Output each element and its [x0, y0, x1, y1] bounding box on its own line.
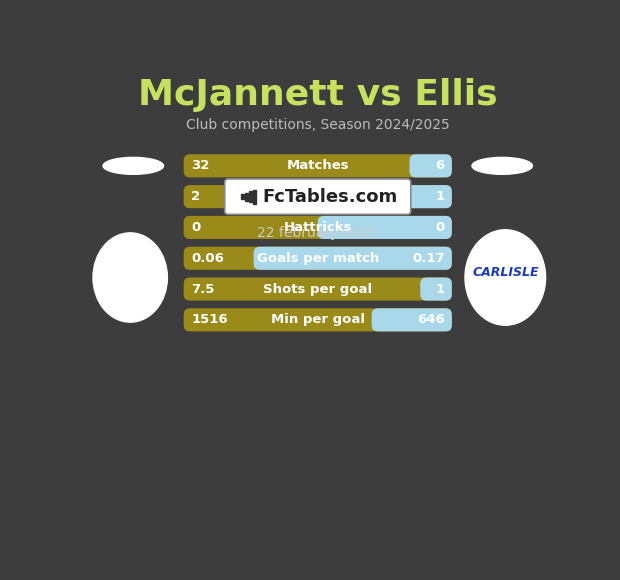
- FancyBboxPatch shape: [372, 309, 452, 331]
- FancyBboxPatch shape: [184, 154, 452, 177]
- Bar: [241, 194, 244, 199]
- Text: Goals: Goals: [297, 190, 339, 203]
- Ellipse shape: [465, 230, 546, 325]
- Text: Shots per goal: Shots per goal: [263, 282, 373, 296]
- FancyBboxPatch shape: [184, 216, 452, 239]
- FancyBboxPatch shape: [317, 216, 452, 239]
- Text: 2: 2: [192, 190, 200, 203]
- FancyBboxPatch shape: [254, 246, 452, 270]
- Text: 1: 1: [436, 190, 445, 203]
- FancyBboxPatch shape: [184, 277, 452, 300]
- Ellipse shape: [472, 157, 533, 175]
- Text: Min per goal: Min per goal: [271, 313, 365, 327]
- Ellipse shape: [103, 157, 164, 175]
- FancyBboxPatch shape: [420, 277, 452, 300]
- Text: 1: 1: [436, 282, 445, 296]
- Text: 646: 646: [417, 313, 445, 327]
- Text: FcTables.com: FcTables.com: [263, 188, 398, 206]
- Text: CARLISLE: CARLISLE: [472, 266, 539, 280]
- Bar: [245, 193, 248, 201]
- Text: Goals per match: Goals per match: [257, 252, 379, 264]
- FancyBboxPatch shape: [184, 185, 452, 208]
- Text: 32: 32: [192, 160, 210, 172]
- Ellipse shape: [93, 233, 167, 322]
- Text: 6: 6: [436, 160, 445, 172]
- FancyBboxPatch shape: [409, 154, 452, 177]
- Bar: [249, 191, 252, 202]
- Text: 0: 0: [192, 221, 201, 234]
- Text: 0.06: 0.06: [192, 252, 224, 264]
- Text: Matches: Matches: [286, 160, 349, 172]
- FancyBboxPatch shape: [363, 185, 452, 208]
- Text: 1516: 1516: [192, 313, 228, 327]
- FancyBboxPatch shape: [224, 179, 410, 215]
- Text: 0: 0: [436, 221, 445, 234]
- Text: Hattricks: Hattricks: [283, 221, 352, 234]
- Text: Club competitions, Season 2024/2025: Club competitions, Season 2024/2025: [186, 118, 450, 132]
- Text: McJannett vs Ellis: McJannett vs Ellis: [138, 78, 498, 112]
- Bar: [253, 190, 255, 204]
- Text: 0.17: 0.17: [412, 252, 445, 264]
- Text: 7.5: 7.5: [192, 282, 215, 296]
- FancyBboxPatch shape: [184, 309, 452, 331]
- FancyBboxPatch shape: [184, 246, 452, 270]
- Text: 22 february 2025: 22 february 2025: [257, 226, 378, 240]
